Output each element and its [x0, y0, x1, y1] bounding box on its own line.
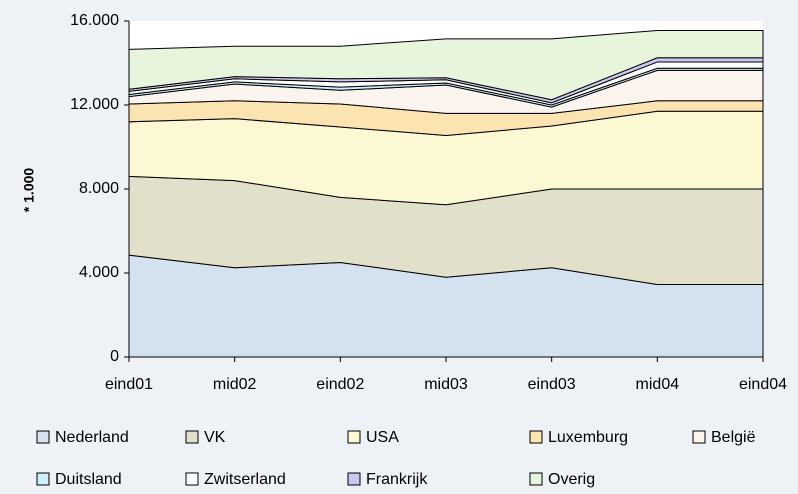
- x-tick-label: eind04: [739, 376, 787, 393]
- y-axis-label: * 1.000: [21, 168, 37, 213]
- x-tick-label: eind03: [528, 376, 576, 393]
- legend-swatch: [36, 430, 50, 444]
- legend-swatch: [347, 430, 361, 444]
- y-tick-label: 4.000: [79, 264, 119, 281]
- legend-swatch: [347, 472, 361, 486]
- legend-swatch: [185, 430, 199, 444]
- y-tick-label: 12.000: [70, 96, 119, 113]
- legend-label: Zwitserland: [204, 471, 286, 488]
- y-tick-label: 8.000: [79, 180, 119, 197]
- legend-swatch: [36, 472, 50, 486]
- legend-label: Overig: [548, 471, 595, 488]
- legend-swatch: [692, 430, 706, 444]
- legend-label: Frankrijk: [366, 471, 428, 488]
- legend-swatch: [529, 472, 543, 486]
- legend-label: België: [711, 429, 756, 446]
- legend-label: VK: [204, 429, 226, 446]
- area: [128, 29, 764, 101]
- legend-label: USA: [366, 429, 399, 446]
- x-tick-label: mid04: [636, 376, 680, 393]
- x-tick-label: mid02: [213, 376, 257, 393]
- x-tick-label: eind01: [105, 376, 153, 393]
- y-tick-label: 0: [110, 348, 119, 365]
- legend-swatch: [529, 430, 543, 444]
- legend-label: Nederland: [55, 429, 129, 446]
- x-tick-label: eind02: [316, 376, 364, 393]
- legend-label: Duitsland: [55, 471, 122, 488]
- legend-label: Luxemburg: [548, 429, 628, 446]
- x-tick-label: mid03: [424, 376, 468, 393]
- y-tick-label: 16.000: [70, 12, 119, 29]
- legend-swatch: [185, 472, 199, 486]
